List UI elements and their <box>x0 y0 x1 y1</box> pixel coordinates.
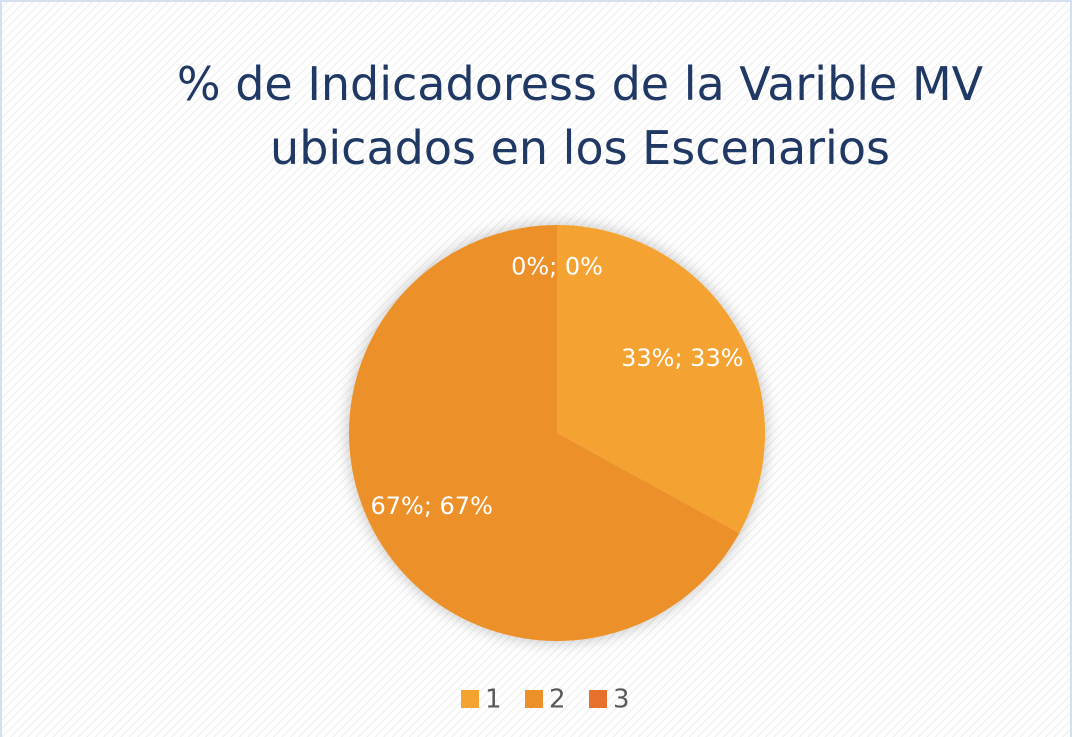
pie-slice <box>349 225 740 642</box>
pie <box>349 225 765 642</box>
legend-label: 3 <box>613 685 630 715</box>
chart-title: % de Indicadoress de la Varible MV ubica… <box>176 57 984 175</box>
legend-label: 2 <box>549 685 566 715</box>
data-label: 0%; 0% <box>511 252 603 280</box>
pie-slice <box>557 225 765 534</box>
legend-swatch <box>525 690 543 708</box>
legend-swatch <box>589 690 607 708</box>
legend-swatch <box>461 690 479 708</box>
data-label: 67%; 67% <box>370 492 492 520</box>
data-label: 33%; 33% <box>621 344 743 372</box>
legend-label: 1 <box>485 685 502 715</box>
